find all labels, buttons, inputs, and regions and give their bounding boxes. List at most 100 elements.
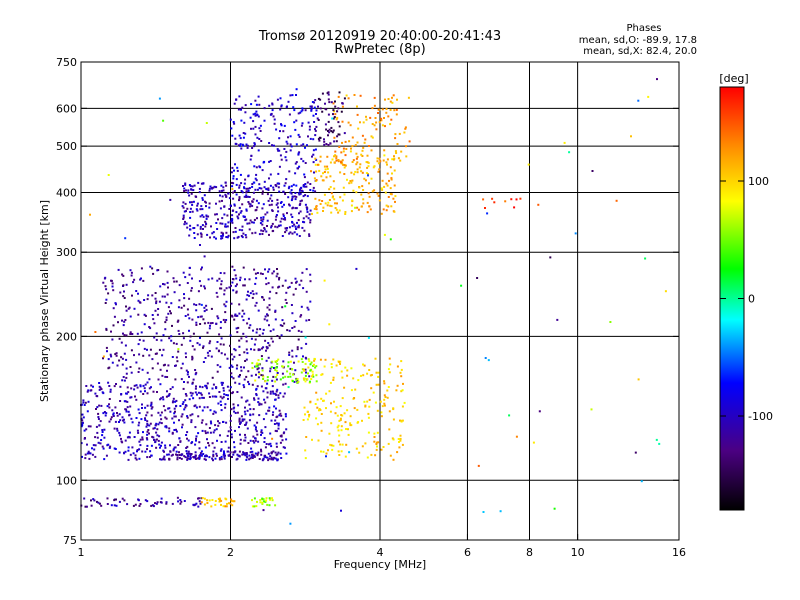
data-point	[276, 335, 279, 337]
data-point	[355, 447, 358, 450]
data-point	[117, 321, 119, 324]
data-point	[228, 286, 231, 289]
data-point	[245, 190, 248, 193]
data-point	[182, 185, 184, 187]
data-point	[244, 234, 247, 236]
data-point	[291, 327, 294, 329]
data-point	[199, 244, 201, 246]
data-point	[241, 453, 244, 456]
data-point	[366, 154, 369, 157]
data-point	[330, 211, 333, 214]
data-point	[86, 452, 89, 455]
data-point	[341, 443, 344, 446]
data-point	[210, 422, 213, 425]
data-point	[224, 181, 227, 184]
data-point	[389, 108, 392, 111]
phase-info-x: mean, sd,X: 82.4, 20.0	[583, 46, 697, 57]
data-point	[171, 356, 174, 358]
data-point	[198, 447, 201, 450]
data-point	[246, 222, 249, 225]
data-point	[368, 195, 371, 198]
data-point	[362, 189, 365, 191]
data-point	[323, 143, 326, 146]
data-point	[158, 97, 161, 100]
data-point	[244, 424, 247, 426]
data-point	[219, 194, 221, 197]
data-point	[276, 422, 278, 425]
data-point	[112, 289, 115, 292]
data-point	[89, 452, 92, 455]
data-point	[272, 375, 275, 378]
data-point	[166, 376, 169, 378]
data-point	[223, 272, 226, 275]
data-point	[130, 274, 133, 277]
data-point	[238, 186, 241, 189]
data-point	[304, 413, 306, 416]
data-point	[235, 367, 238, 370]
data-point	[342, 163, 345, 166]
data-point	[335, 364, 338, 367]
y-tick-label: 500	[56, 140, 77, 153]
data-point	[249, 413, 252, 416]
data-point	[231, 166, 234, 169]
data-point	[277, 172, 280, 175]
data-point	[353, 397, 356, 399]
data-point	[199, 336, 201, 339]
data-point	[221, 189, 223, 192]
data-point	[190, 201, 193, 204]
data-point	[296, 378, 299, 380]
data-point	[152, 436, 155, 439]
data-point	[119, 400, 122, 402]
data-point	[266, 211, 269, 214]
data-point	[387, 98, 390, 100]
data-point	[138, 301, 141, 304]
data-point	[238, 420, 241, 423]
data-point	[125, 410, 128, 413]
data-point	[184, 220, 186, 223]
data-point	[303, 173, 306, 176]
data-point	[305, 268, 308, 271]
data-point	[119, 385, 122, 388]
data-point	[123, 297, 126, 299]
data-point	[244, 111, 247, 114]
data-point	[315, 113, 317, 115]
data-point	[247, 317, 250, 320]
data-point	[206, 499, 209, 502]
data-point	[302, 184, 305, 187]
data-point	[196, 204, 199, 207]
data-point	[313, 106, 316, 109]
data-point	[383, 117, 385, 119]
data-point	[239, 421, 242, 424]
data-point	[159, 458, 161, 461]
data-point	[264, 315, 267, 318]
data-point	[325, 392, 328, 395]
data-point	[209, 324, 211, 327]
data-point	[165, 301, 168, 304]
data-point	[232, 231, 235, 234]
data-point	[359, 121, 361, 124]
data-point	[186, 282, 189, 284]
data-point	[85, 428, 88, 431]
data-point	[350, 210, 353, 213]
data-point	[162, 458, 165, 461]
data-point	[336, 202, 338, 205]
data-point	[297, 338, 300, 341]
data-point	[308, 360, 311, 362]
data-point	[260, 216, 263, 219]
data-point	[333, 136, 336, 139]
data-point	[338, 419, 341, 422]
data-point	[368, 182, 370, 185]
data-point	[208, 342, 211, 345]
data-point	[282, 383, 285, 386]
data-point	[230, 375, 233, 378]
data-point	[90, 389, 93, 392]
data-point	[378, 168, 381, 171]
data-point	[215, 213, 218, 216]
data-point	[123, 452, 126, 455]
data-point	[255, 393, 258, 395]
data-point	[295, 280, 298, 283]
data-point	[246, 409, 249, 412]
data-point	[338, 125, 341, 128]
data-point	[318, 139, 321, 142]
data-point	[275, 407, 277, 410]
